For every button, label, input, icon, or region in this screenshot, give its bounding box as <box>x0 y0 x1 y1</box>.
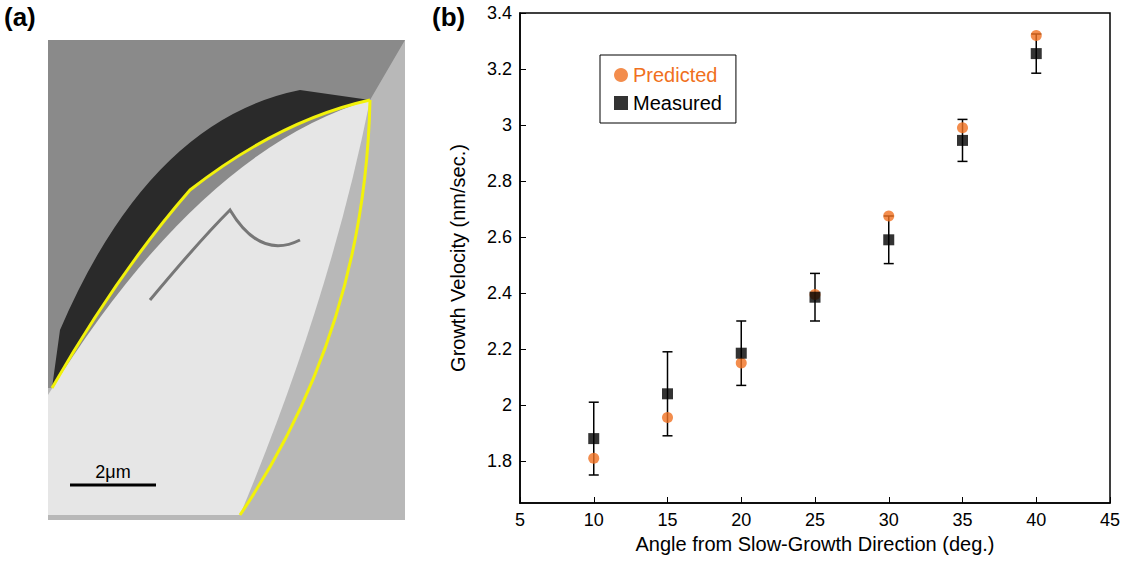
svg-text:3.4: 3.4 <box>487 3 512 23</box>
svg-text:2.4: 2.4 <box>487 283 512 303</box>
svg-text:1.8: 1.8 <box>487 451 512 471</box>
svg-text:Measured: Measured <box>633 92 722 114</box>
svg-text:10: 10 <box>584 510 604 530</box>
svg-text:2.8: 2.8 <box>487 171 512 191</box>
svg-text:25: 25 <box>805 510 825 530</box>
svg-text:5: 5 <box>515 510 525 530</box>
svg-text:30: 30 <box>879 510 899 530</box>
svg-text:2.2: 2.2 <box>487 339 512 359</box>
html-text:(a): (a) <box>4 2 36 32</box>
svg-text:2.6: 2.6 <box>487 227 512 247</box>
svg-text:Predicted: Predicted <box>633 64 718 86</box>
svg-text:2: 2 <box>502 395 512 415</box>
svg-text:45: 45 <box>1100 510 1120 530</box>
svg-text:15: 15 <box>657 510 677 530</box>
html-text:(b): (b) <box>432 2 466 32</box>
svg-text:3.2: 3.2 <box>487 59 512 79</box>
svg-text:3: 3 <box>502 115 512 135</box>
svg-text:35: 35 <box>952 510 972 530</box>
svg-text:2μm: 2μm <box>95 462 130 482</box>
svg-text:Growth Velocity (nm/sec.): Growth Velocity (nm/sec.) <box>447 144 469 372</box>
svg-text:40: 40 <box>1026 510 1046 530</box>
svg-text:20: 20 <box>731 510 751 530</box>
svg-text:Angle from Slow-Growth Directi: Angle from Slow-Growth Direction (deg.) <box>635 533 994 555</box>
